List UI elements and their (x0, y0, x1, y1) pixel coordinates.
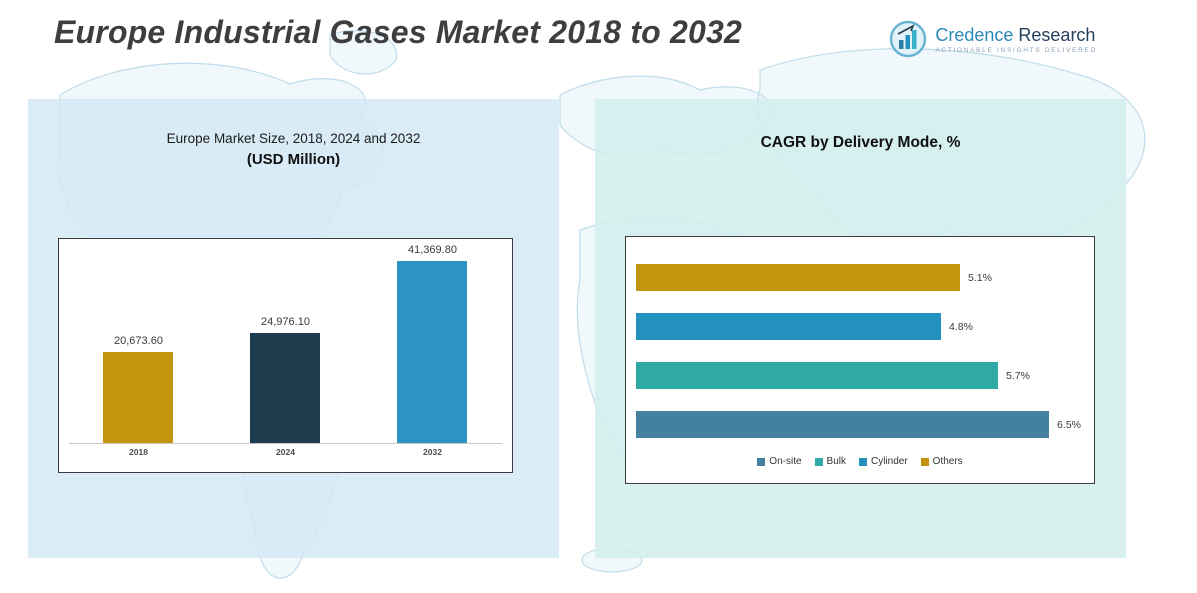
x-axis-label-2032: 2032 (423, 447, 442, 457)
cagr-plot-area: 5.1% 4.8% 5.7% 6.5% (636, 253, 1094, 449)
legend-item-on-site: On-site (757, 456, 802, 467)
legend-swatch-icon (920, 457, 929, 466)
market-size-panel: Europe Market Size, 2018, 2024 and 2032 … (28, 99, 559, 558)
cagr-bar-row-3: 5.7% (636, 351, 1094, 400)
market-size-bar-2018 (103, 352, 174, 443)
cagr-bar-2 (636, 313, 941, 340)
legend-label: Others (932, 456, 963, 467)
logo-bar-chart-icon (890, 20, 927, 58)
market-size-chart: 20,673.60 24,976.10 41,369.80 2018 2024 2032 (58, 238, 513, 473)
cagr-panel: CAGR by Delivery Mode, % 5.1% 4.8% 5.7% 6.5… (595, 99, 1126, 558)
market-size-bar-2024 (250, 333, 321, 443)
market-size-chart-title: Europe Market Size, 2018, 2024 and 2032 (166, 131, 421, 146)
x-axis-line (69, 443, 502, 444)
cagr-bar-row-2: 4.8% (636, 302, 1094, 351)
cagr-value-label: 5.7% (1006, 369, 1030, 382)
legend-item-bulk: Bulk (814, 456, 846, 467)
cagr-chart-title: CAGR by Delivery Mode, % (760, 134, 961, 151)
x-axis-label-2018: 2018 (129, 447, 148, 457)
logo-brand-name: Credence Research (935, 25, 1097, 45)
page-title: Europe Industrial Gases Market 2018 to 2… (54, 14, 743, 50)
market-size-bar-group-2024: 24,976.10 (219, 316, 351, 443)
cagr-bar-3 (636, 362, 998, 389)
market-size-bar-group-2032: 41,369.80 (366, 244, 498, 443)
bar-value-label: 24,976.10 (261, 316, 310, 328)
cagr-bar-1 (636, 264, 960, 291)
market-size-chart-subtitle: (USD Million) (246, 151, 341, 168)
x-axis-labels: 2018 2024 2032 (59, 444, 512, 457)
legend-swatch-icon (858, 457, 867, 466)
legend-label: Bulk (826, 456, 846, 467)
logo-brand-secondary: Research (1018, 24, 1096, 45)
cagr-value-label: 5.1% (968, 271, 992, 284)
logo-tagline: Actionable Insights Delivered (935, 46, 1097, 54)
x-axis-label-2024: 2024 (276, 447, 295, 457)
cagr-value-label: 4.8% (949, 320, 973, 333)
legend-item-cylinder: Cylinder (858, 456, 908, 467)
legend-swatch-icon (757, 457, 766, 466)
legend-label: Cylinder (870, 456, 908, 467)
bar-value-label: 41,369.80 (408, 244, 457, 256)
market-size-bar-group-2018: 20,673.60 (72, 335, 204, 443)
legend-swatch-icon (814, 457, 823, 466)
cagr-legend: On-site Bulk Cylinder Others (636, 456, 1084, 467)
legend-label: On-site (769, 456, 802, 467)
cagr-value-label: 6.5% (1057, 418, 1081, 431)
cagr-bar-row-4: 6.5% (636, 400, 1094, 449)
cagr-bar-4 (636, 411, 1049, 438)
logo-text: Credence Research Actionable Insights De… (935, 25, 1097, 54)
market-size-bar-2032 (397, 261, 468, 443)
cagr-bar-row-1: 5.1% (636, 253, 1094, 302)
legend-item-others: Others (920, 456, 963, 467)
cagr-chart: 5.1% 4.8% 5.7% 6.5% On-site Bulk Cylinder Othe… (625, 236, 1095, 484)
logo-brand-primary: Credence (935, 24, 1014, 45)
market-size-plot-area: 20,673.60 24,976.10 41,369.80 (59, 239, 512, 443)
credence-research-logo: Credence Research Actionable Insights De… (889, 20, 1097, 58)
bar-value-label: 20,673.60 (114, 335, 163, 347)
